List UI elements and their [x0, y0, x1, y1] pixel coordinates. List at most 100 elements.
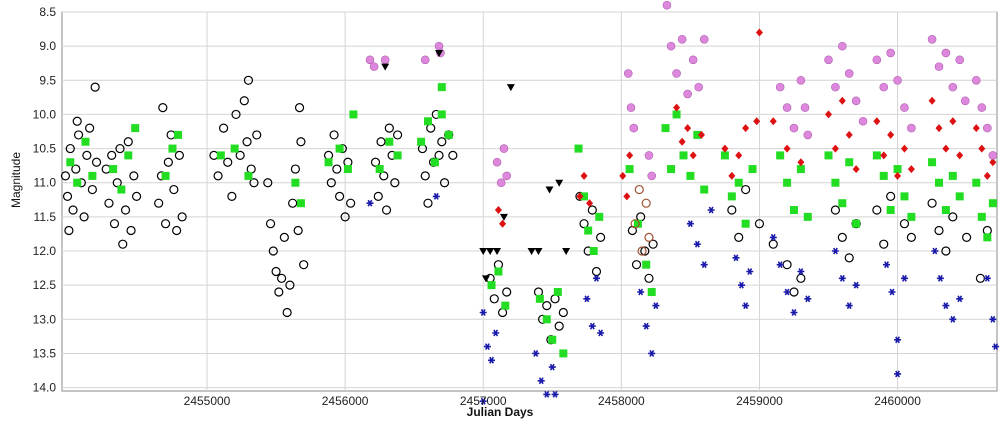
- data-point: [956, 151, 964, 160]
- data-point: [126, 225, 136, 236]
- data-point: [934, 225, 944, 236]
- data-point: [370, 157, 381, 167]
- data-point: [907, 123, 916, 133]
- data-point: [661, 124, 670, 133]
- data-point: [626, 151, 634, 160]
- data-point: [385, 137, 394, 146]
- data-point: [487, 281, 496, 290]
- data-point: [589, 247, 598, 256]
- plot-area: [61, 11, 998, 392]
- data-point: [527, 248, 536, 256]
- data-point: [499, 219, 507, 228]
- data-point: [941, 48, 951, 58]
- data-point: [380, 55, 390, 65]
- data-point: [174, 130, 183, 139]
- data-point: [754, 219, 765, 229]
- data-point: [707, 206, 715, 214]
- data-point: [831, 178, 840, 187]
- data-point: [299, 260, 309, 270]
- data-point: [735, 151, 743, 160]
- data-point: [626, 103, 636, 112]
- data-point: [73, 130, 84, 140]
- data-point: [293, 225, 303, 236]
- data-point: [720, 151, 729, 160]
- data-point: [907, 212, 916, 221]
- data-point: [825, 110, 833, 119]
- data-point: [673, 103, 681, 112]
- data-point: [346, 198, 356, 208]
- data-point: [644, 151, 654, 160]
- data-point: [543, 390, 551, 398]
- series-triangle-down-5: [381, 49, 571, 283]
- data-point: [900, 144, 908, 153]
- data-point: [830, 205, 841, 215]
- data-point: [432, 192, 440, 200]
- data-point: [934, 62, 944, 71]
- data-point: [797, 158, 805, 167]
- data-point: [983, 123, 992, 133]
- data-point: [971, 75, 981, 85]
- data-point: [753, 117, 761, 126]
- data-point: [630, 219, 640, 229]
- data-point: [87, 184, 97, 195]
- series-open-circle-0: [60, 75, 992, 345]
- data-point: [423, 117, 432, 126]
- data-point: [845, 130, 853, 139]
- data-point: [537, 377, 545, 385]
- data-point: [928, 158, 937, 167]
- data-point: [562, 248, 571, 256]
- data-point: [593, 274, 600, 282]
- data-point: [161, 171, 170, 180]
- data-point: [586, 199, 594, 208]
- data-point: [948, 171, 957, 180]
- data-point: [227, 191, 237, 201]
- data-point: [721, 144, 729, 153]
- data-point: [667, 165, 676, 174]
- data-point: [678, 137, 686, 146]
- data-point: [439, 178, 450, 188]
- data-point: [880, 151, 888, 160]
- data-point: [672, 110, 681, 119]
- data-point: [588, 322, 596, 330]
- data-point: [625, 165, 634, 174]
- data-point: [796, 75, 806, 85]
- data-point: [417, 137, 426, 146]
- y-tick-label: 14.0: [33, 381, 57, 395]
- data-point: [742, 302, 750, 310]
- data-point: [894, 336, 902, 344]
- data-point: [732, 254, 740, 262]
- data-point: [131, 124, 140, 133]
- data-point: [775, 82, 785, 92]
- data-point: [662, 0, 672, 10]
- data-point: [90, 82, 100, 92]
- data-point: [689, 151, 697, 160]
- data-point: [373, 191, 383, 201]
- data-point: [420, 55, 430, 65]
- series-circle-4: [365, 0, 998, 188]
- data-point: [886, 206, 895, 215]
- data-point: [652, 302, 660, 310]
- data-point: [493, 248, 502, 256]
- data-point: [131, 191, 142, 201]
- data-point: [887, 130, 895, 139]
- data-point: [941, 206, 950, 215]
- data-point: [288, 198, 298, 208]
- data-point: [169, 184, 179, 195]
- data-point: [893, 165, 902, 174]
- data-point: [683, 89, 692, 99]
- data-point: [448, 150, 458, 161]
- data-point: [886, 48, 895, 58]
- y-tick-label: 13.0: [33, 312, 57, 326]
- data-point: [734, 178, 743, 187]
- data-point: [934, 178, 943, 187]
- data-point: [558, 307, 568, 318]
- data-point: [349, 110, 358, 119]
- data-point: [746, 268, 754, 275]
- data-point: [776, 151, 785, 160]
- data-point: [844, 69, 854, 78]
- data-point: [486, 248, 495, 256]
- y-tick-label: 8.5: [39, 5, 56, 19]
- data-point: [124, 151, 133, 160]
- data-point: [789, 206, 798, 215]
- data-point: [948, 212, 958, 222]
